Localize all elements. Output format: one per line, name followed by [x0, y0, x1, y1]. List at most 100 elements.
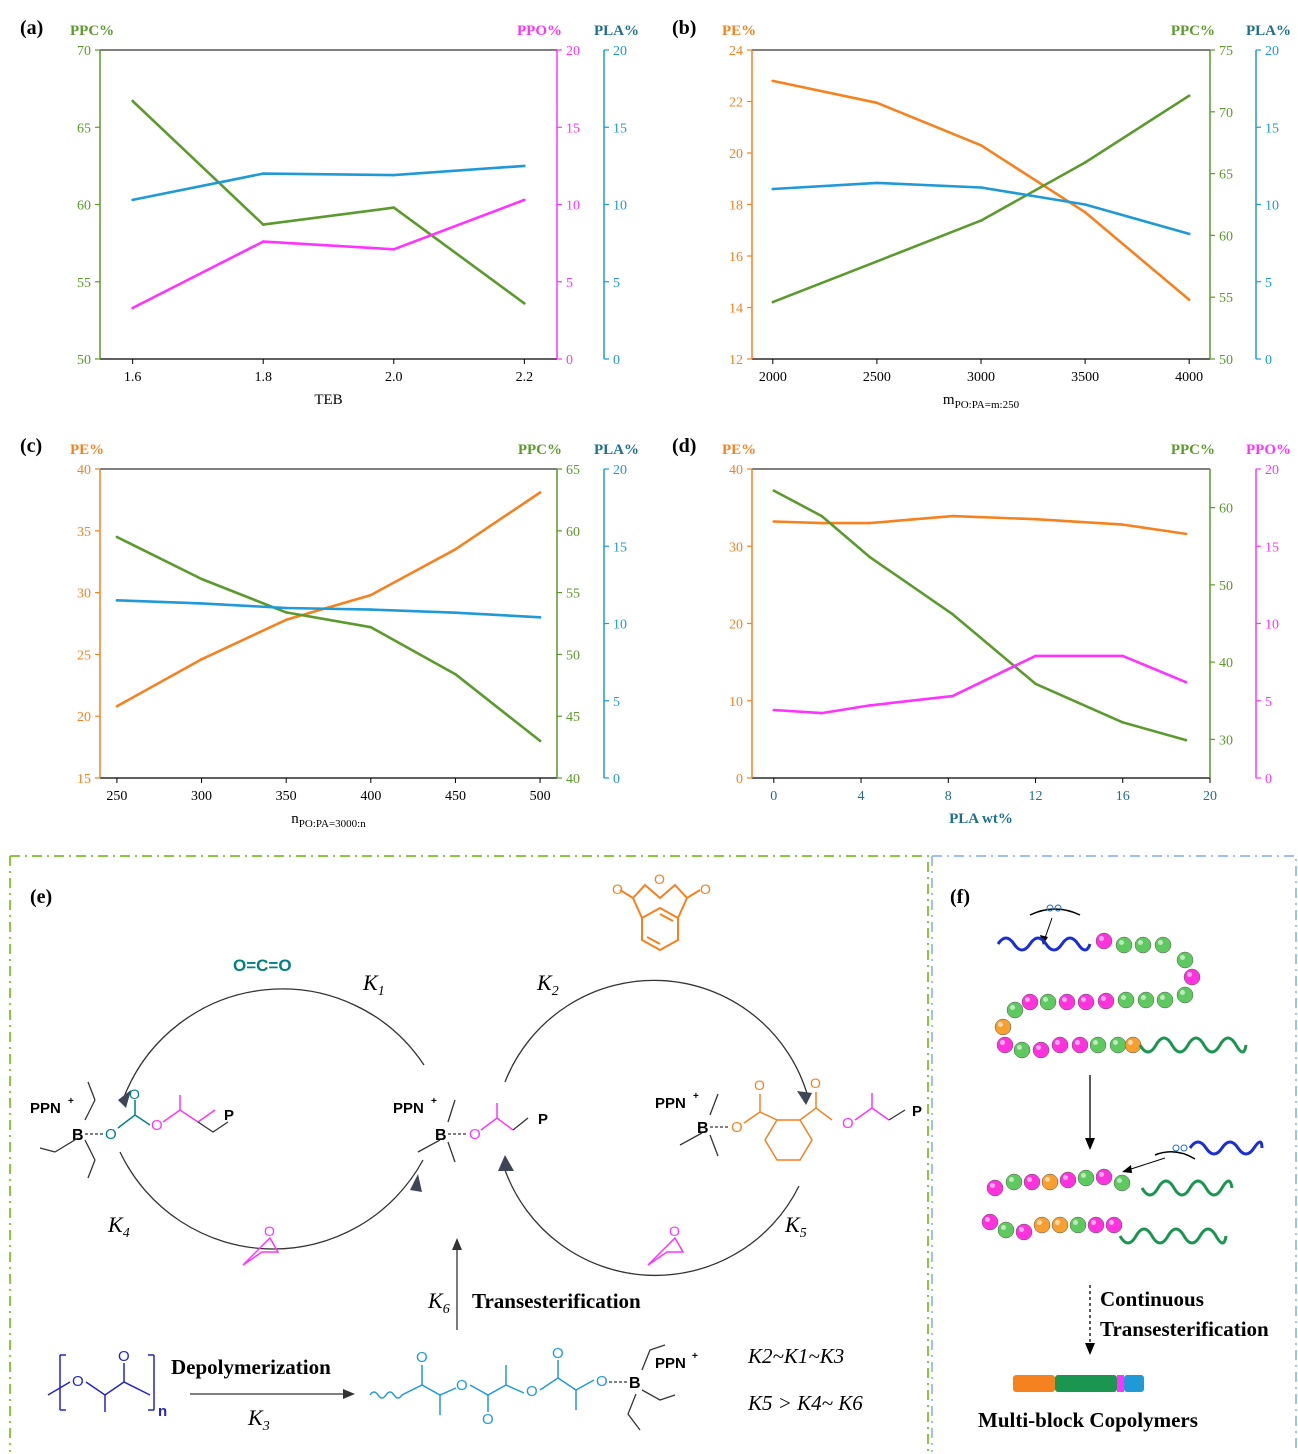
arrowhead-icon [1085, 1138, 1095, 1150]
rate-relation-2: K5 > K4~ K6 [747, 1391, 863, 1415]
bead-highlight [1180, 990, 1185, 995]
bead-highlight [1160, 995, 1165, 1000]
data-point-ppc [868, 555, 872, 559]
data-point-pe [868, 521, 872, 525]
y-tick-label: 0 [613, 353, 620, 368]
data-point-ppo [261, 240, 265, 243]
x-tick-label: 2.2 [516, 370, 534, 385]
svg-text:O: O [72, 1373, 84, 1390]
y-tick-label: 15 [1265, 540, 1279, 555]
data-point-ppo [392, 248, 396, 251]
bead-highlight [1091, 1220, 1096, 1225]
y-tick-label: 65 [1219, 168, 1233, 183]
monomer-bead [1137, 991, 1155, 1009]
bead-highlight [1055, 1220, 1060, 1225]
svg-text:O: O [105, 1126, 117, 1143]
monomer-bead [1183, 968, 1201, 986]
data-point-pla [1187, 232, 1191, 236]
bead-highlight [1119, 940, 1124, 945]
data-point-pla [369, 608, 373, 611]
data-point-ppc [284, 611, 288, 614]
y-tick-label: 20 [613, 44, 627, 59]
svg-text:B: B [697, 1120, 709, 1137]
y-tick-label: 35 [77, 525, 91, 540]
data-point-ppc [115, 535, 119, 539]
bead-highlight [1113, 1040, 1118, 1045]
data-point-ppo [868, 704, 872, 707]
bead-highlight [1019, 1227, 1024, 1232]
y-tick-label: 24 [729, 44, 743, 59]
continuous-label-1: Continuous [1100, 1287, 1204, 1311]
y-tick-label: 10 [729, 695, 743, 710]
y-tick-label: 50 [1219, 353, 1233, 368]
k2-label: K2 [536, 970, 559, 999]
svg-text:B: B [435, 1127, 447, 1144]
data-point-pe [200, 658, 203, 661]
y-tick-label: 5 [1265, 276, 1272, 291]
svg-text:PPN: PPN [655, 1095, 686, 1112]
x-axis-label: nPO:PA=3000:n [291, 811, 366, 830]
data-point-pe [1184, 532, 1188, 536]
y-tick-label: 30 [77, 587, 91, 602]
x-tick-label: 2500 [863, 370, 891, 385]
y-tick-label: 65 [77, 121, 91, 136]
data-point-pe [820, 521, 824, 525]
bead-highlight [990, 1183, 995, 1188]
y-tick-label: 20 [729, 147, 743, 162]
svg-text:O: O [129, 1086, 140, 1102]
monomer-bead [1041, 1173, 1059, 1191]
bead-highlight [1121, 995, 1126, 1000]
data-point-pla [875, 181, 879, 185]
y-tick-label: 22 [729, 96, 743, 111]
monomer-bead [1089, 1036, 1107, 1054]
transesterification-label: Transesterification [472, 1289, 641, 1313]
y-tick-label: 5 [566, 276, 573, 291]
svg-text:O: O [842, 1115, 854, 1132]
y-axis-title-pla: PLA% [594, 442, 639, 458]
monomer-bead [1077, 993, 1095, 1011]
svg-text:O: O [469, 1126, 481, 1143]
svg-text:O: O [754, 1077, 765, 1093]
bead-highlight [985, 1217, 990, 1222]
bead-highlight [1109, 1220, 1114, 1225]
rate-relation-1: K2~K1~K3 [747, 1344, 844, 1368]
svg-text:O: O [526, 1383, 538, 1400]
y-tick-label: 5 [1265, 695, 1272, 710]
bead-highlight [1101, 996, 1106, 1001]
y-tick-label: 0 [736, 772, 743, 787]
monomer-bead [994, 1018, 1012, 1036]
panel-label: (a) [20, 17, 43, 39]
x-tick-label: 8 [945, 789, 952, 804]
data-point-pe [979, 143, 983, 147]
svg-text:O: O [731, 1119, 743, 1136]
bead-highlight [1081, 997, 1086, 1002]
svg-text:P: P [538, 1111, 548, 1128]
bead-highlight [1001, 1225, 1006, 1230]
y-axis-title-pe: PE% [70, 442, 104, 458]
monomer-bead [1006, 1001, 1024, 1019]
y-axis-title-ppo: PPO% [1246, 442, 1291, 458]
monomer-bead [1051, 1036, 1069, 1054]
y-tick-label: 10 [1265, 618, 1279, 633]
monomer-bead [1176, 951, 1194, 969]
x-tick-label: 2.0 [385, 370, 403, 385]
data-point-pe [1187, 298, 1191, 302]
x-tick-label: 4 [858, 789, 865, 804]
bead-highlight [1081, 1173, 1086, 1178]
series-line-pe [773, 514, 1187, 536]
bead-highlight [1000, 1040, 1005, 1045]
x-tick-label: 12 [1029, 789, 1043, 804]
monomer-bead [1154, 936, 1172, 954]
svg-text:n: n [158, 1403, 167, 1420]
y-axis-title-ppc: PPC% [70, 23, 114, 39]
monomer-bead [1059, 1171, 1077, 1189]
data-point-ppc [261, 223, 265, 226]
y-tick-label: 30 [729, 540, 743, 555]
monomer-bead [997, 1221, 1015, 1239]
data-point-ppo [772, 708, 776, 712]
data-point-ppc [771, 300, 775, 304]
monomer-bead [1124, 1036, 1142, 1054]
svg-text:P: P [224, 1107, 234, 1124]
svg-text:O: O [669, 1223, 680, 1239]
x-axis-label: TEB [314, 392, 342, 408]
